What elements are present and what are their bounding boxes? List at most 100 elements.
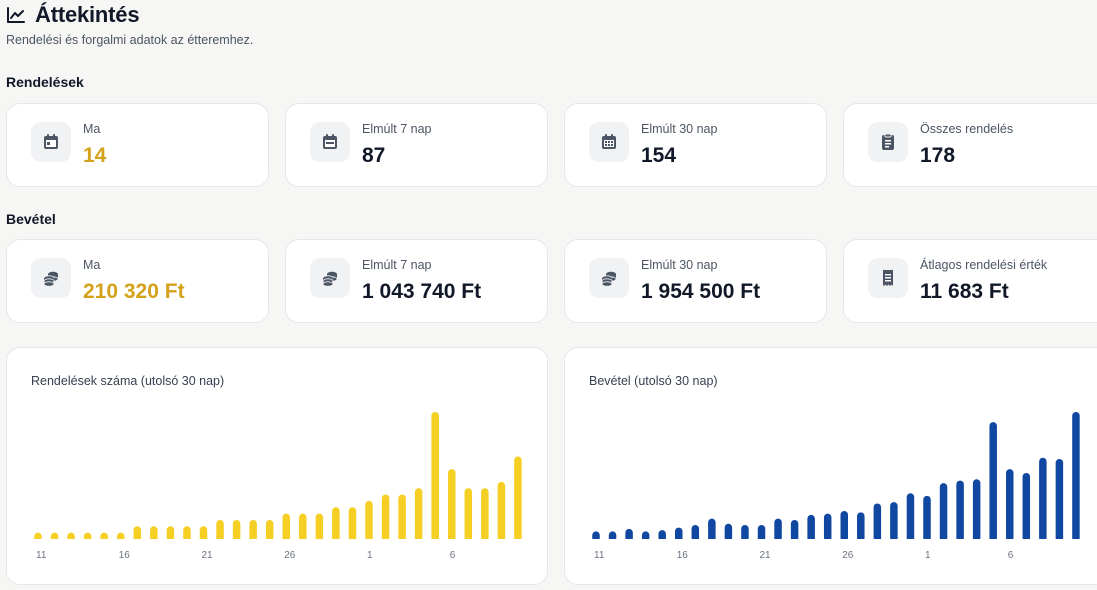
orders-total-card: Összes rendelés 178 — [843, 103, 1097, 187]
orders-30days-card: Elmúlt 30 nap 154 — [564, 103, 827, 187]
chart-bar-22[interactable] — [774, 518, 782, 542]
chart-bar-19[interactable] — [166, 526, 175, 542]
page-subtitle: Rendelési és forgalmi adatok az étteremh… — [6, 33, 254, 47]
card-label: Elmúlt 7 nap — [362, 258, 432, 272]
chart-bar-21[interactable] — [757, 525, 766, 542]
chart-bar-20[interactable] — [183, 526, 191, 542]
x-tick-label: 6 — [450, 550, 456, 561]
card-value: 1 043 740 Ft — [362, 280, 482, 303]
chart-bar-26[interactable] — [840, 511, 849, 542]
chart-bar-3[interactable] — [398, 494, 406, 542]
chart-bar-22[interactable] — [216, 519, 224, 542]
chart-bar-28[interactable] — [315, 513, 324, 542]
chart-bar-8[interactable] — [1039, 457, 1047, 542]
chart-bar-25[interactable] — [265, 519, 274, 542]
orders-today-card: Ma 14 — [6, 103, 269, 187]
page-title: Áttekintés — [35, 2, 140, 27]
x-tick-label: 16 — [677, 550, 689, 561]
chart-bar-13[interactable] — [625, 528, 633, 542]
chart-title: Rendelések száma (utolsó 30 nap) — [31, 374, 225, 388]
chart-bar-17[interactable] — [133, 526, 142, 542]
chart-bar-9[interactable] — [1055, 458, 1064, 542]
x-tick-label: 21 — [202, 550, 214, 561]
chart-bar-5[interactable] — [989, 422, 997, 542]
card-label: Átlagos rendelési érték — [920, 258, 1048, 272]
chart-title: Bevétel (utolsó 30 nap) — [589, 374, 718, 388]
revenue-today-card: Ma 210 320 Ft — [6, 239, 269, 323]
coins-icon — [31, 258, 71, 298]
chart-bar-9[interactable] — [497, 481, 506, 542]
orders-chart-card: Rendelések száma (utolsó 30 nap) 11 16 21 2… — [6, 347, 548, 585]
chart-bar-29[interactable] — [890, 502, 898, 542]
chart-bar-1[interactable] — [365, 500, 373, 542]
orders-section-title: Rendelések — [6, 74, 84, 90]
card-label: Ma — [83, 258, 101, 272]
chart-bar-26[interactable] — [282, 513, 291, 542]
chart-bar-30[interactable] — [348, 507, 357, 542]
chart-bar-30[interactable] — [906, 493, 915, 542]
calendar-month-icon — [589, 122, 629, 162]
chart-bar-25[interactable] — [823, 513, 832, 542]
chart-baseline-mask — [7, 539, 547, 545]
coins-icon — [310, 258, 350, 298]
card-value: 14 — [83, 144, 107, 167]
chart-bar-16[interactable] — [675, 527, 683, 542]
chart-bar-7[interactable] — [464, 488, 473, 542]
chart-bar-28[interactable] — [873, 503, 882, 542]
chart-bar-17[interactable] — [691, 525, 700, 542]
x-tick-label: 11 — [594, 550, 605, 561]
chart-bar-27[interactable] — [299, 513, 307, 542]
chart-bar-3[interactable] — [956, 480, 964, 542]
chart-bar-6[interactable] — [448, 469, 456, 542]
chart-bar-24[interactable] — [249, 519, 257, 542]
chart-bar-24[interactable] — [807, 514, 815, 542]
chart-bar-29[interactable] — [332, 507, 340, 542]
receipt-icon — [868, 258, 908, 298]
card-value: 210 320 Ft — [83, 280, 185, 303]
chart-baseline-mask — [565, 539, 1097, 545]
chart-bar-21[interactable] — [199, 526, 208, 542]
card-label: Elmúlt 30 nap — [641, 258, 718, 272]
x-tick-label: 21 — [760, 550, 772, 561]
chart-bar-8[interactable] — [481, 488, 489, 542]
chart-bar-5[interactable] — [431, 412, 439, 542]
chart-bar-4[interactable] — [414, 488, 423, 542]
card-label: Ma — [83, 122, 101, 136]
chart-bar-10[interactable] — [1072, 412, 1080, 542]
chart-bar-18[interactable] — [150, 526, 158, 542]
chart-bar-10[interactable] — [514, 456, 522, 542]
trending-up-icon — [7, 7, 25, 23]
revenue-30days-card: Elmúlt 30 nap 1 954 500 Ft — [564, 239, 827, 323]
chart-bar-23[interactable] — [232, 519, 241, 542]
card-label: Elmúlt 30 nap — [641, 122, 718, 136]
revenue-bar-chart: 11 16 21 26 1 6 — [565, 412, 1097, 561]
orders-7days-card: Elmúlt 7 nap 87 — [285, 103, 548, 187]
card-value: 1 954 500 Ft — [641, 280, 761, 303]
x-tick-label: 26 — [284, 550, 296, 561]
chart-bar-23[interactable] — [790, 519, 799, 542]
card-value: 154 — [641, 144, 677, 167]
revenue-average-card: Átlagos rendelési érték 11 683 Ft — [843, 239, 1097, 323]
calendar-day-icon — [31, 122, 71, 162]
card-label: Elmúlt 7 nap — [362, 122, 432, 136]
chart-bar-19[interactable] — [724, 523, 733, 542]
revenue-7days-card: Elmúlt 7 nap 1 043 740 Ft — [285, 239, 548, 323]
chart-bar-7[interactable] — [1022, 472, 1031, 542]
card-value: 87 — [362, 144, 386, 167]
chart-bar-18[interactable] — [708, 518, 716, 542]
chart-bar-2[interactable] — [381, 494, 390, 542]
x-tick-label: 1 — [367, 550, 373, 561]
chart-bar-6[interactable] — [1006, 469, 1014, 542]
chart-bar-2[interactable] — [939, 483, 948, 542]
orders-bar-chart: 11 16 21 26 1 6 — [7, 412, 547, 561]
chart-bar-20[interactable] — [741, 525, 749, 542]
coins-icon — [589, 258, 629, 298]
chart-bar-27[interactable] — [857, 512, 865, 542]
x-tick-label: 16 — [119, 550, 131, 561]
card-value: 11 683 Ft — [920, 280, 1009, 303]
card-label: Összes rendelés — [920, 122, 1014, 136]
revenue-chart-card: Bevétel (utolsó 30 nap) 11 16 21 26 1 6 — [564, 347, 1097, 585]
x-tick-label: 26 — [842, 550, 854, 561]
chart-bar-1[interactable] — [923, 495, 931, 542]
chart-bar-4[interactable] — [972, 479, 981, 542]
